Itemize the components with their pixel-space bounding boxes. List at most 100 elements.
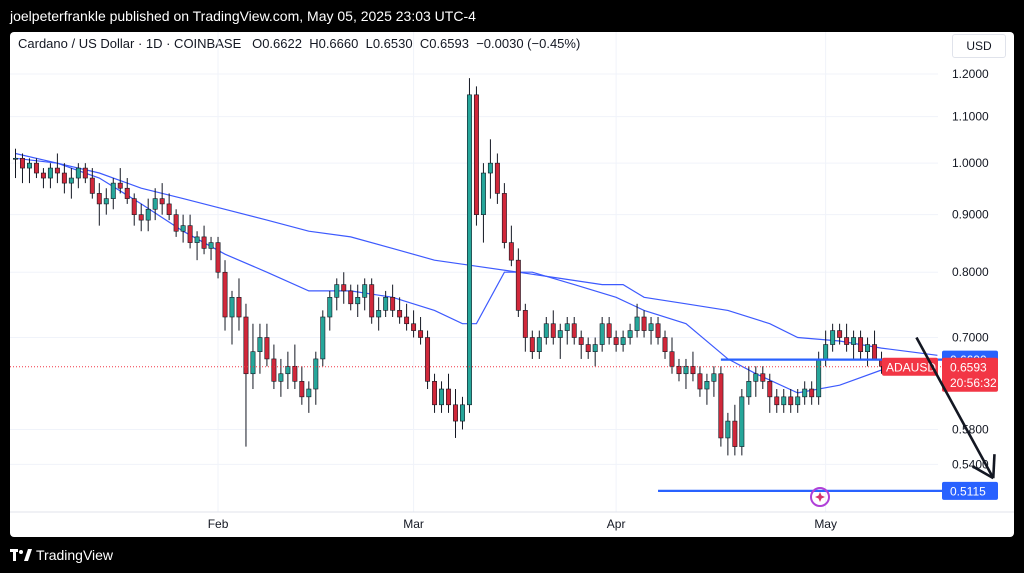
candle-body [306, 388, 312, 398]
publish-header: joelpeterfrankle published on TradingVie… [0, 0, 1024, 32]
candle-body [564, 323, 570, 331]
candle-body [690, 365, 696, 375]
symbol-tag: ADAUSD [886, 360, 936, 374]
symbol-legend: Cardano / US Dollar · 1D · COINBASE O 0.6… [18, 36, 580, 51]
y-tick-label: 0.9000 [952, 208, 989, 222]
tradingview-logo-icon [10, 549, 32, 561]
candle-body [494, 162, 500, 194]
candle-body [851, 337, 857, 345]
candle-body [718, 373, 724, 439]
candle-body [529, 337, 535, 352]
candle-body [334, 284, 340, 298]
y-tick-label: 0.8000 [952, 265, 989, 279]
close-value: 0.6593 [429, 36, 469, 51]
low-value: 0.6530 [372, 36, 413, 51]
candle-body [830, 330, 836, 345]
candle-body [243, 316, 249, 375]
candle-body [578, 337, 584, 345]
candle-body [271, 358, 277, 382]
candle-body [96, 193, 102, 205]
candle-body [823, 344, 829, 360]
projection-arrow-head [971, 465, 994, 480]
candle-body [473, 94, 479, 215]
candle-body [550, 323, 556, 338]
bar-countdown: 20:56:32 [950, 376, 997, 390]
candle-body [446, 388, 451, 406]
candle-body [299, 381, 305, 398]
candle-body [585, 344, 591, 352]
candle-body [767, 381, 773, 398]
symbol-name: Cardano / US Dollar · 1D · COINBASE [18, 36, 242, 51]
candle-body [634, 316, 640, 331]
candle-body [788, 396, 794, 406]
candle-body [173, 214, 179, 232]
candle-body [872, 344, 878, 360]
publish-line: joelpeterfrankle published on TradingVie… [10, 8, 476, 24]
candle-body [187, 225, 193, 243]
candle-body [697, 373, 703, 390]
candle-body [229, 297, 235, 318]
sparkle-icon [810, 487, 830, 507]
candle-body [194, 236, 200, 243]
candle-body [641, 316, 647, 331]
candle-body [439, 388, 444, 406]
candle-body [208, 242, 214, 249]
tradingview-logo[interactable]: TradingView [10, 547, 113, 563]
candle-body [264, 337, 270, 360]
candle-body [571, 323, 577, 338]
candle-body [704, 381, 710, 390]
candle-body [236, 297, 242, 318]
candle-body [89, 177, 95, 194]
high-value: 0.6660 [318, 36, 359, 51]
candle-body [725, 420, 731, 439]
x-tick-label: Feb [208, 517, 229, 531]
candle-body [369, 284, 375, 318]
candle-body [362, 284, 368, 298]
candle-body [68, 177, 74, 184]
candle-body [809, 388, 815, 398]
open-label: O [252, 36, 263, 51]
candle-body [152, 198, 158, 210]
tradingview-brand: TradingView [36, 547, 114, 563]
candle-body [669, 351, 675, 367]
candle-body [159, 198, 165, 205]
candle-body [711, 373, 717, 382]
candle-body [508, 242, 514, 261]
candle-body [103, 198, 109, 205]
footer-bar [0, 537, 1024, 573]
chart-panel[interactable]: Cardano / US Dollar · 1D · COINBASE O 0.6… [10, 32, 1014, 537]
y-tick-label: 0.7000 [952, 331, 989, 345]
candle-body [515, 259, 521, 311]
candle-body [313, 358, 319, 390]
candle-body [222, 271, 228, 318]
currency-button[interactable]: USD [952, 34, 1006, 58]
candle-body [320, 316, 326, 360]
projection-arrow-shaft [915, 336, 995, 479]
candle-body [844, 337, 850, 345]
candle-body [865, 344, 871, 352]
symbol-tag-bg [882, 357, 938, 376]
candle-body [662, 337, 668, 352]
current-price-label-bg [942, 357, 998, 392]
candle-body [522, 310, 528, 338]
candle-body [124, 187, 130, 199]
candle-body [676, 365, 682, 375]
candle-body [26, 162, 32, 169]
candle-body [648, 323, 654, 331]
candle-body [627, 330, 633, 338]
candle-body [501, 193, 507, 243]
price-chart[interactable]: 1.2000 1.1000 1.0000 0.9000 0.8000 0.7000 0.58… [10, 32, 1014, 537]
candle-body [837, 330, 843, 338]
candle-body [802, 388, 808, 398]
candle-body [117, 182, 123, 189]
candle-body [180, 225, 186, 232]
candle-body [40, 172, 46, 179]
candle-body [215, 242, 221, 273]
candle-body [257, 337, 263, 352]
candle-body [110, 182, 116, 199]
candle-body [460, 404, 465, 422]
candle-body [732, 420, 738, 447]
level-price-label-bg [942, 481, 998, 500]
candle-body [397, 310, 403, 318]
y-tick-label: 1.1000 [952, 110, 989, 124]
